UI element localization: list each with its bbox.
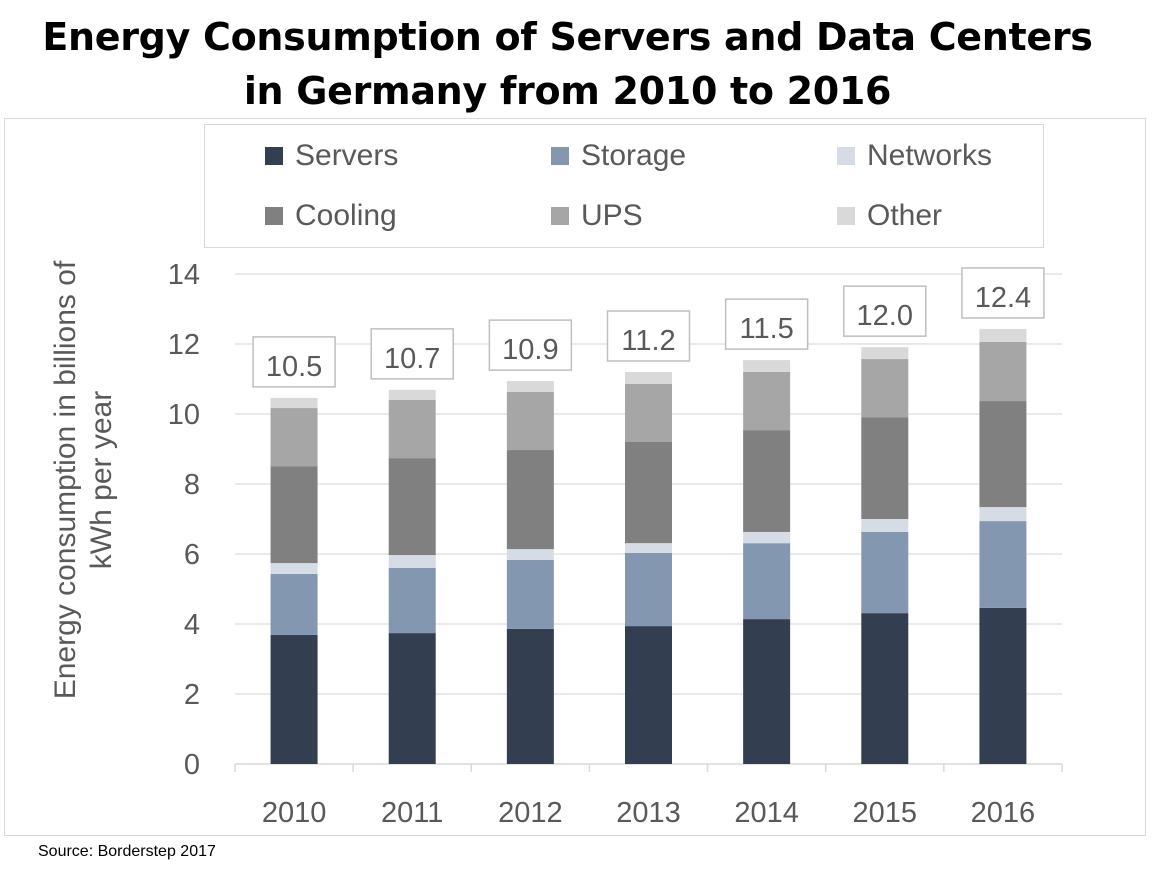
bar-segment-storage-2016 (979, 521, 1027, 608)
x-tick-label: 2012 (498, 797, 563, 829)
source-note: Source: Borderstep 2017 (38, 843, 216, 860)
legend: Servers Storage Networks Cooling UPS Oth… (204, 124, 1044, 248)
total-label: 12.4 (975, 282, 1031, 314)
legend-swatch-other (837, 207, 855, 225)
bar-segment-networks-2015 (861, 519, 909, 532)
legend-swatch-ups (551, 207, 569, 225)
legend-swatch-servers (265, 147, 283, 165)
bar-segment-cooling-2010 (270, 466, 318, 564)
legend-label: Networks (867, 139, 993, 172)
legend-item-other: Other (837, 199, 942, 233)
legend-label: Cooling (295, 199, 397, 232)
legend-item-storage: Storage (551, 139, 686, 173)
bar-segment-servers-2011 (388, 633, 436, 764)
x-tick-label: 2016 (971, 797, 1036, 829)
bar-segment-other-2015 (861, 347, 909, 360)
chart-title-line-1: Energy Consumption of Servers and Data C… (42, 15, 1093, 59)
total-label-box (370, 328, 454, 380)
bar-segment-cooling-2015 (861, 417, 909, 519)
x-tick-label: 2010 (262, 797, 327, 829)
bar-segment-cooling-2016 (979, 401, 1027, 508)
total-label-box (961, 267, 1045, 319)
bar-segment-servers-2010 (270, 634, 318, 764)
total-label-box (843, 285, 927, 337)
legend-swatch-storage (551, 147, 569, 165)
bar-segment-ups-2015 (861, 359, 909, 418)
bar-segment-servers-2016 (979, 607, 1027, 764)
bar-segment-networks-2014 (743, 531, 791, 544)
total-label-box (488, 319, 573, 371)
total-label: 11.5 (739, 313, 793, 345)
bar-segment-other-2016 (979, 328, 1027, 342)
bar-segment-cooling-2011 (388, 458, 436, 556)
bar-segment-ups-2016 (979, 341, 1027, 402)
bar-segment-other-2014 (743, 360, 791, 372)
bar-segment-cooling-2013 (625, 442, 672, 544)
x-tick-label: 2015 (853, 797, 918, 829)
legend-item-ups: UPS (551, 199, 643, 233)
bar-segment-servers-2014 (743, 619, 791, 764)
legend-label: Servers (295, 139, 399, 172)
bar-segment-networks-2012 (506, 549, 554, 560)
bar-segment-servers-2013 (625, 626, 672, 764)
legend-item-servers: Servers (265, 139, 398, 173)
y-axis-ticks: 0 2 4 6 8 10 12 14 (168, 259, 200, 781)
legend-label: Other (867, 199, 943, 232)
bar-segment-other-2011 (388, 389, 436, 400)
y-tick-label: 14 (168, 259, 200, 291)
bar-segment-ups-2013 (625, 383, 672, 442)
bar-segment-cooling-2012 (506, 450, 554, 550)
x-axis: 2010 2011 2012 2013 2014 2015 2016 (234, 764, 1063, 829)
bars (270, 328, 1027, 764)
bar-segment-ups-2011 (388, 400, 436, 459)
y-tick-label: 10 (168, 399, 200, 431)
legend-swatch-networks (837, 147, 855, 165)
y-tick-label: 4 (184, 609, 200, 641)
bar-segment-networks-2013 (625, 543, 672, 553)
bar-segment-storage-2014 (743, 543, 791, 620)
chart-frame (4, 118, 1146, 836)
y-tick-label: 12 (168, 329, 200, 361)
y-tick-label: 6 (184, 539, 200, 571)
chart-title-line-2: in Germany from 2010 to 2016 (243, 69, 892, 113)
bar-segment-other-2012 (506, 381, 554, 392)
total-label: 11.2 (621, 325, 675, 357)
bar-segment-storage-2011 (388, 568, 436, 634)
total-label: 10.5 (266, 351, 322, 383)
total-label: 10.9 (502, 334, 558, 366)
y-tick-label: 2 (184, 679, 200, 711)
y-tick-label: 0 (184, 749, 200, 781)
bar-segment-servers-2015 (861, 613, 909, 764)
bar-segment-cooling-2014 (743, 430, 791, 532)
bar-segment-other-2013 (625, 372, 672, 384)
total-label-box (724, 298, 809, 350)
bar-segment-servers-2012 (506, 628, 554, 764)
legend-item-networks: Networks (837, 139, 992, 173)
y-tick-label: 8 (184, 469, 200, 501)
total-label: 10.7 (384, 343, 440, 375)
bar-segment-ups-2012 (506, 391, 554, 451)
legend-swatch-cooling (265, 207, 283, 225)
bar-segment-networks-2011 (388, 555, 436, 568)
total-label-box (606, 310, 691, 362)
bar-segment-other-2010 (270, 397, 318, 409)
x-tick-label: 2014 (734, 797, 799, 829)
bar-segment-storage-2013 (625, 552, 672, 627)
bar-segment-ups-2014 (743, 372, 791, 431)
bar-segment-storage-2015 (861, 531, 909, 614)
total-labels: 10.5 10.7 10.9 11.2 11.5 12.0 12.4 (252, 267, 1045, 388)
legend-label: Storage (581, 139, 687, 172)
legend-item-cooling: Cooling (265, 199, 397, 233)
bar-segment-ups-2010 (270, 408, 318, 467)
bar-segment-networks-2016 (979, 507, 1027, 522)
legend-label: UPS (581, 199, 643, 232)
total-label: 12.0 (857, 300, 913, 332)
bar-segment-networks-2010 (270, 563, 318, 574)
total-label-box (252, 336, 336, 388)
bar-segment-storage-2012 (506, 559, 554, 629)
bar-segment-storage-2010 (270, 573, 318, 635)
x-tick-label: 2011 (381, 797, 443, 829)
x-tick-label: 2013 (616, 797, 681, 829)
